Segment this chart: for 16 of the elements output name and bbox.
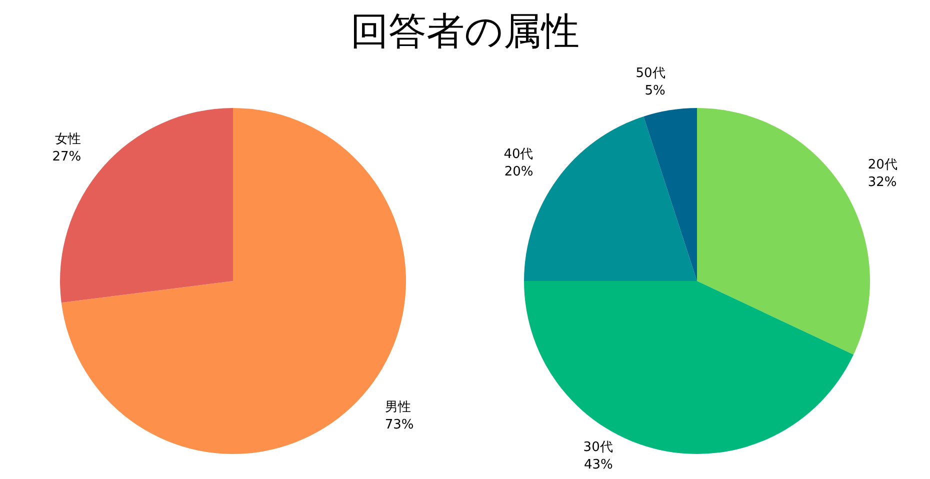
- slice-label: 男性: [384, 400, 411, 415]
- slice-label: 30代: [583, 440, 613, 455]
- pie-slice: [644, 108, 697, 281]
- data-label: 20%: [504, 164, 534, 180]
- data-label: 27%: [52, 150, 82, 165]
- pie-slice: [697, 108, 870, 355]
- slice-label: 20代: [868, 158, 898, 173]
- data-label: 73%: [384, 417, 414, 432]
- data-label: 5%: [644, 84, 666, 99]
- slice-label: 50代: [636, 66, 666, 82]
- slice-label: 40代: [504, 147, 534, 162]
- pie-slice: [524, 281, 854, 454]
- slice-label: 女性: [55, 132, 82, 148]
- data-label: 43%: [584, 458, 613, 473]
- chart-title: 回答者の属性: [350, 9, 580, 53]
- data-label: 32%: [868, 175, 897, 190]
